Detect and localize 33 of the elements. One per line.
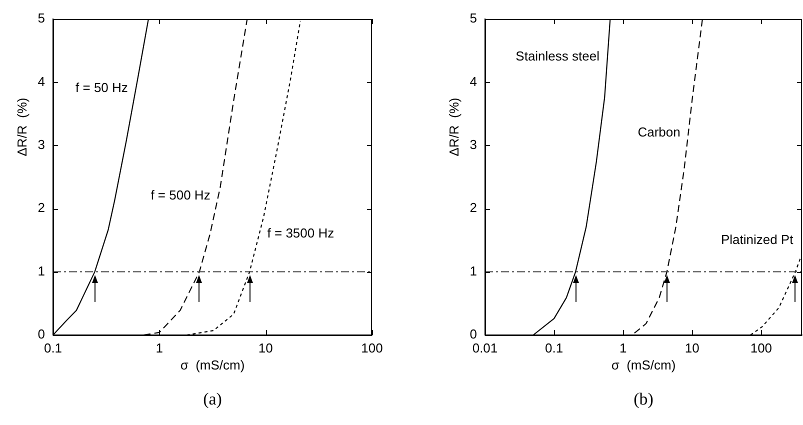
x-tick-label: 100 (750, 340, 772, 356)
y-axis-title: ΔR/R (%) (14, 98, 30, 156)
y-tick-label: 2 (38, 200, 45, 216)
x-tick-label: 10 (258, 340, 273, 356)
series-label: Stainless steel (516, 48, 600, 64)
series-label: f = 3500 Hz (267, 225, 334, 240)
text: (a) (203, 389, 222, 408)
y-tick-label: 0 (470, 326, 477, 342)
y-tick-label: 1 (470, 263, 477, 278)
x-axis-title: σ (mS/cm) (180, 358, 245, 373)
y-tick-label: 4 (470, 74, 477, 89)
y-tick-label: 5 (38, 10, 45, 26)
series-label: f = 50 Hz (76, 80, 128, 96)
series-label: f = 500 Hz (150, 188, 210, 203)
y-tick-label: 3 (38, 136, 45, 152)
x-tick-label: 0.1 (44, 340, 62, 356)
series-label: Platinized Pt (720, 232, 794, 247)
x-tick-label: 1 (156, 340, 163, 356)
x-tick-label: 0.1 (545, 340, 564, 356)
series-label: Carbon (638, 124, 680, 140)
y-tick-label: 2 (470, 200, 477, 216)
x-tick-label: 10 (684, 340, 700, 356)
y-tick-label: 0 (38, 326, 45, 342)
x-axis-title: σ (mS/cm) (611, 358, 676, 373)
y-axis-title: ΔR/R (%) (446, 98, 462, 156)
y-tick-label: 4 (38, 74, 45, 89)
y-tick-label: 5 (470, 10, 477, 26)
y-tick-label: 1 (38, 263, 45, 278)
x-tick-label: 100 (361, 340, 383, 356)
text: (b) (634, 389, 654, 408)
x-tick-label: 0.01 (472, 340, 498, 356)
y-tick-label: 3 (470, 136, 477, 152)
x-tick-label: 1 (619, 340, 627, 356)
